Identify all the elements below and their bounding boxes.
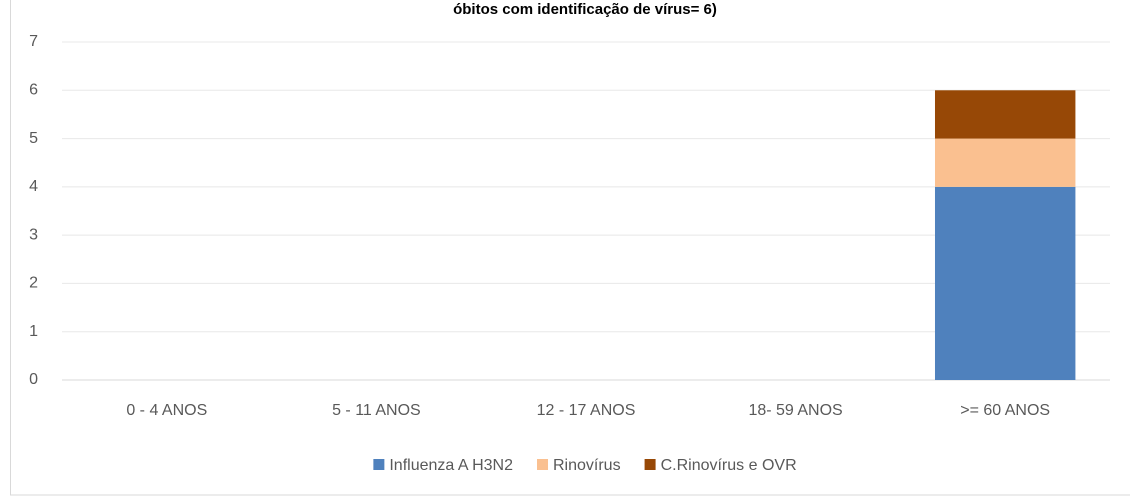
x-tick-label: >= 60 ANOS bbox=[960, 402, 1050, 419]
legend-swatch bbox=[537, 459, 549, 470]
y-tick-label: 6 bbox=[29, 82, 38, 99]
legend-swatch bbox=[644, 459, 656, 470]
x-tick-label: 5 - 11 ANOS bbox=[332, 402, 421, 419]
legend-label: C.Rinovírus e OVR bbox=[661, 457, 797, 474]
y-tick-label: 3 bbox=[29, 226, 38, 243]
y-tick-label: 4 bbox=[29, 178, 38, 195]
bar-segment bbox=[934, 90, 1076, 139]
bar-segment bbox=[934, 138, 1076, 187]
legend-label: Influenza A H3N2 bbox=[389, 457, 513, 474]
chart-title: óbitos com identificação de vírus= 6) bbox=[453, 1, 717, 18]
legend-label: Rinovírus bbox=[553, 457, 621, 474]
y-tick-label: 5 bbox=[29, 130, 38, 147]
y-tick-label: 1 bbox=[29, 323, 38, 340]
y-tick-label: 7 bbox=[29, 33, 38, 50]
x-tick-label: 0 - 4 ANOS bbox=[126, 402, 207, 419]
x-tick-label: 12 - 17 ANOS bbox=[537, 402, 636, 419]
y-tick-label: 2 bbox=[29, 275, 38, 292]
bar-segment bbox=[934, 186, 1076, 380]
legend-swatch bbox=[373, 459, 385, 470]
y-tick-label: 0 bbox=[29, 371, 38, 388]
x-tick-label: 18- 59 ANOS bbox=[748, 402, 842, 419]
